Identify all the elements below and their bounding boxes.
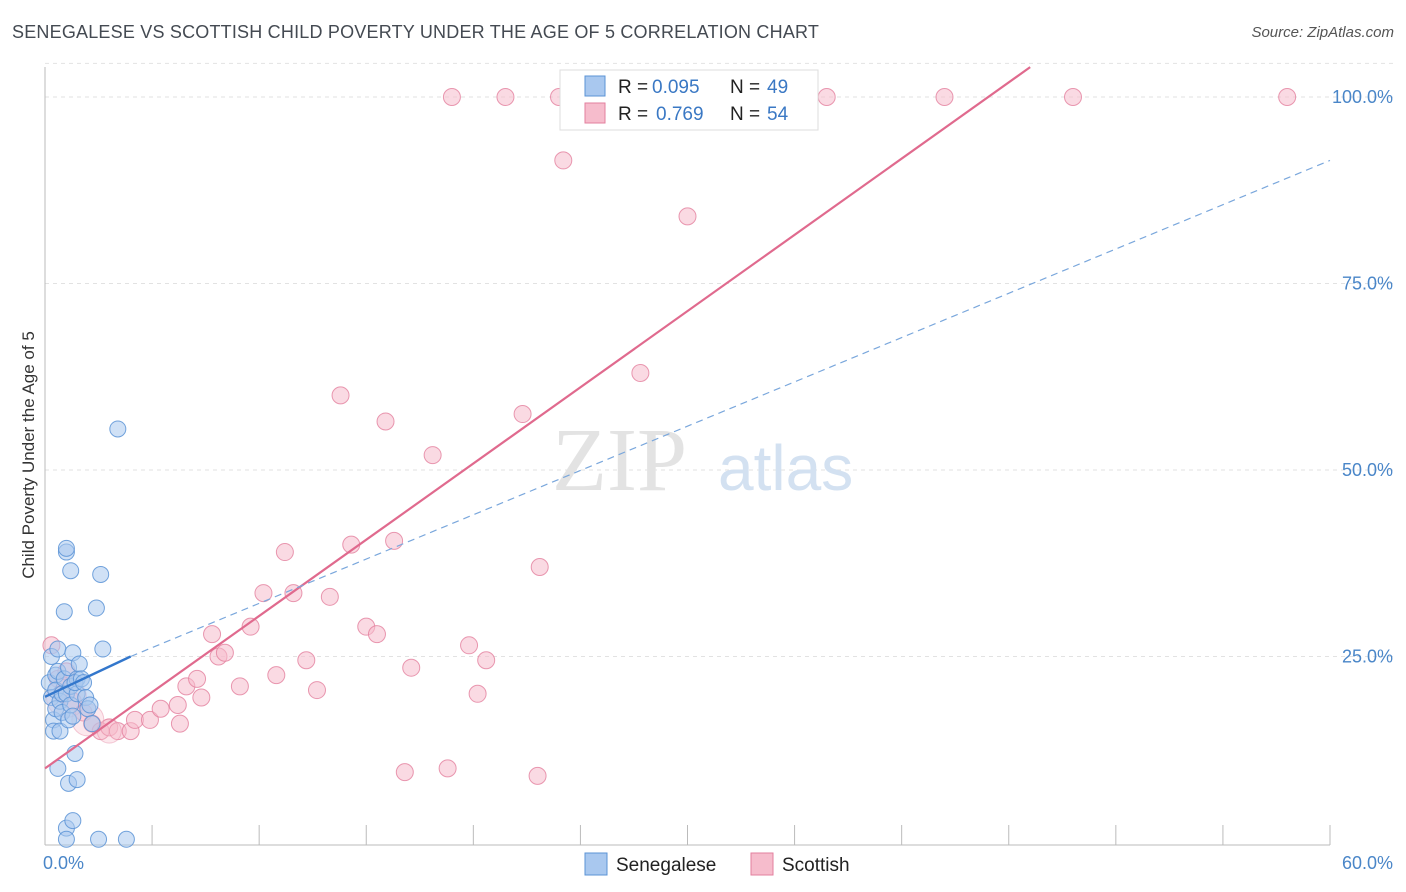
scottish-point xyxy=(395,763,414,782)
legend-n-value-1: 49 xyxy=(767,77,788,98)
senegalese-point xyxy=(64,707,82,725)
x-tick-label: 0.0% xyxy=(43,853,84,873)
scottish-point xyxy=(140,710,159,729)
scottish-point xyxy=(438,759,457,778)
scottish-point xyxy=(513,405,532,424)
y-tick-label: 50.0% xyxy=(1342,460,1393,480)
legend-bottom-label-senegalese: Senegalese xyxy=(616,855,716,876)
scottish-point xyxy=(402,658,421,677)
scottish-point xyxy=(631,364,650,383)
y-tick-label: 25.0% xyxy=(1342,647,1393,667)
watermark-zip: ZIP xyxy=(552,411,687,510)
senegalese-point xyxy=(57,539,75,557)
scottish-point xyxy=(267,666,286,685)
scottish-point xyxy=(320,587,339,606)
senegalese-trend-solid xyxy=(44,655,132,698)
scottish-point xyxy=(297,651,316,670)
legend-swatch-senegalese xyxy=(584,75,606,97)
legend-n-value-2: 54 xyxy=(767,104,789,125)
legend-bottom-label-scottish: Scottish xyxy=(782,855,850,876)
senegalese-trend-dashed xyxy=(130,159,1331,658)
senegalese-point xyxy=(83,715,101,733)
senegalese-point xyxy=(70,655,88,673)
scottish-point xyxy=(385,531,404,550)
scottish-point xyxy=(230,677,249,696)
chart-title: SENEGALESE VS SCOTTISH CHILD POVERTY UND… xyxy=(12,22,820,42)
scottish-point xyxy=(477,651,496,670)
grid-layer xyxy=(45,62,1395,657)
y-axis-title: Child Poverty Under the Age of 5 xyxy=(19,331,38,579)
scottish-point xyxy=(678,207,697,226)
scottish-point xyxy=(203,625,222,644)
scottish-point xyxy=(170,714,189,733)
x-tick-label: 60.0% xyxy=(1342,853,1393,873)
scottish-point xyxy=(125,710,144,729)
scottish-point xyxy=(1278,88,1297,106)
senegalese-point xyxy=(57,830,75,848)
points-layer xyxy=(40,88,1297,848)
senegalese-point xyxy=(64,812,82,830)
scottish-point xyxy=(151,699,170,718)
scottish-point xyxy=(307,681,326,700)
y-tick-label: 100.0% xyxy=(1332,87,1393,107)
legend-top: R = 0.095 N = 49 R = 0.769 N = 54 xyxy=(559,69,819,131)
scottish-point xyxy=(254,584,273,603)
scottish-point xyxy=(528,766,547,785)
scottish-point xyxy=(376,412,395,431)
y-tick-label: 75.0% xyxy=(1342,274,1393,294)
senegalese-point xyxy=(117,830,135,848)
senegalese-point xyxy=(62,562,80,580)
scottish-point xyxy=(817,88,836,106)
legend-bottom-swatch-senegalese xyxy=(584,852,608,876)
chart-source: Source: ZipAtlas.com xyxy=(1251,24,1394,41)
scottish-point xyxy=(554,151,573,170)
x-tick-labels: 0.0% 60.0% xyxy=(43,853,1393,873)
senegalese-point xyxy=(90,830,108,848)
scottish-trend-line xyxy=(44,66,1031,770)
senegalese-point xyxy=(81,696,99,714)
scottish-point xyxy=(468,684,487,703)
legend-r-label-2: R = xyxy=(618,104,648,125)
y-tick-labels: 25.0% 50.0% 75.0% 100.0% xyxy=(1332,87,1393,667)
scottish-point xyxy=(442,88,461,106)
senegalese-point xyxy=(109,420,127,438)
senegalese-point xyxy=(87,599,105,617)
scottish-point xyxy=(241,617,260,636)
legend-swatch-scottish xyxy=(584,102,606,124)
axis-layer xyxy=(44,67,1331,846)
legend-r-label-1: R = xyxy=(618,77,648,98)
legend-r-value-2: 0.769 xyxy=(656,104,704,125)
watermark-atlas: atlas xyxy=(718,432,853,504)
scottish-point xyxy=(168,695,187,714)
legend-bottom: Senegalese Scottish xyxy=(584,852,850,876)
senegalese-point xyxy=(68,771,86,789)
watermark: ZIP atlas xyxy=(552,411,853,510)
senegalese-point xyxy=(49,640,67,658)
senegalese-point xyxy=(55,603,73,621)
scottish-point xyxy=(192,688,211,707)
trend-layer xyxy=(44,66,1331,770)
legend-n-label-1: N = xyxy=(730,77,760,98)
scottish-point xyxy=(496,88,515,106)
scottish-point xyxy=(188,669,207,688)
scottish-point xyxy=(367,625,386,644)
scottish-point xyxy=(460,636,479,655)
scottish-point xyxy=(331,386,350,405)
senegalese-point xyxy=(51,722,69,740)
senegalese-point xyxy=(92,565,110,583)
legend-r-value-1: 0.095 xyxy=(652,77,700,98)
legend-n-label-2: N = xyxy=(730,104,760,125)
legend-bottom-swatch-scottish xyxy=(750,852,774,876)
scottish-point xyxy=(275,543,294,562)
scottish-point xyxy=(215,643,234,662)
senegalese-point xyxy=(94,640,112,658)
scottish-point xyxy=(935,88,954,106)
scottish-point xyxy=(423,446,442,465)
scottish-point xyxy=(530,557,549,576)
scottish-point xyxy=(1064,88,1082,106)
